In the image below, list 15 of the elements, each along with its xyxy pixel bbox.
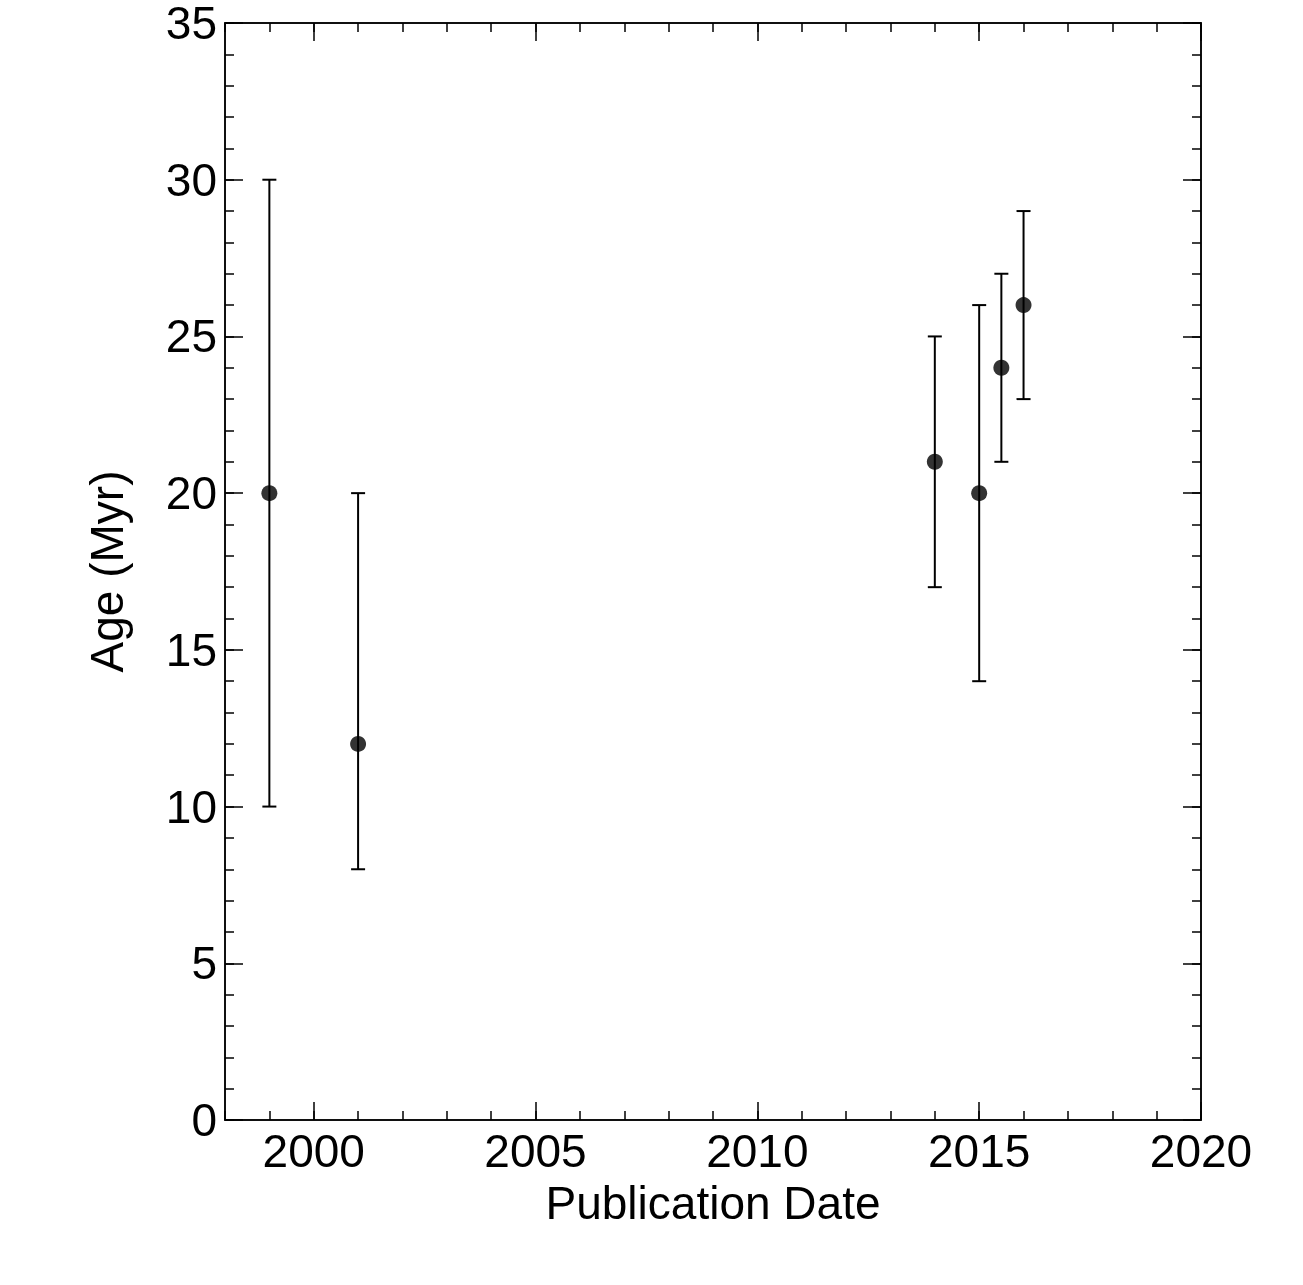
x-tick-label: 2000 <box>262 1125 365 1177</box>
x-tick-label: 2020 <box>1149 1125 1253 1177</box>
y-tick-label: 35 <box>165 0 217 49</box>
y-tick-label: 15 <box>165 623 217 676</box>
x-axis-title: Publication Date <box>545 1177 881 1229</box>
x-tick-label: 2010 <box>706 1125 809 1177</box>
y-tick-label: 5 <box>191 937 217 990</box>
x-tick-label: 2015 <box>928 1125 1031 1177</box>
y-tick-label: 10 <box>165 780 217 833</box>
y-tick-label: 0 <box>191 1094 217 1146</box>
x-tick-label: 2005 <box>484 1125 587 1177</box>
y-axis-title: Age (Myr) <box>81 470 133 673</box>
y-tick-label: 30 <box>165 153 217 206</box>
y-tick-label: 20 <box>165 467 217 520</box>
y-tick-label: 25 <box>165 310 217 363</box>
